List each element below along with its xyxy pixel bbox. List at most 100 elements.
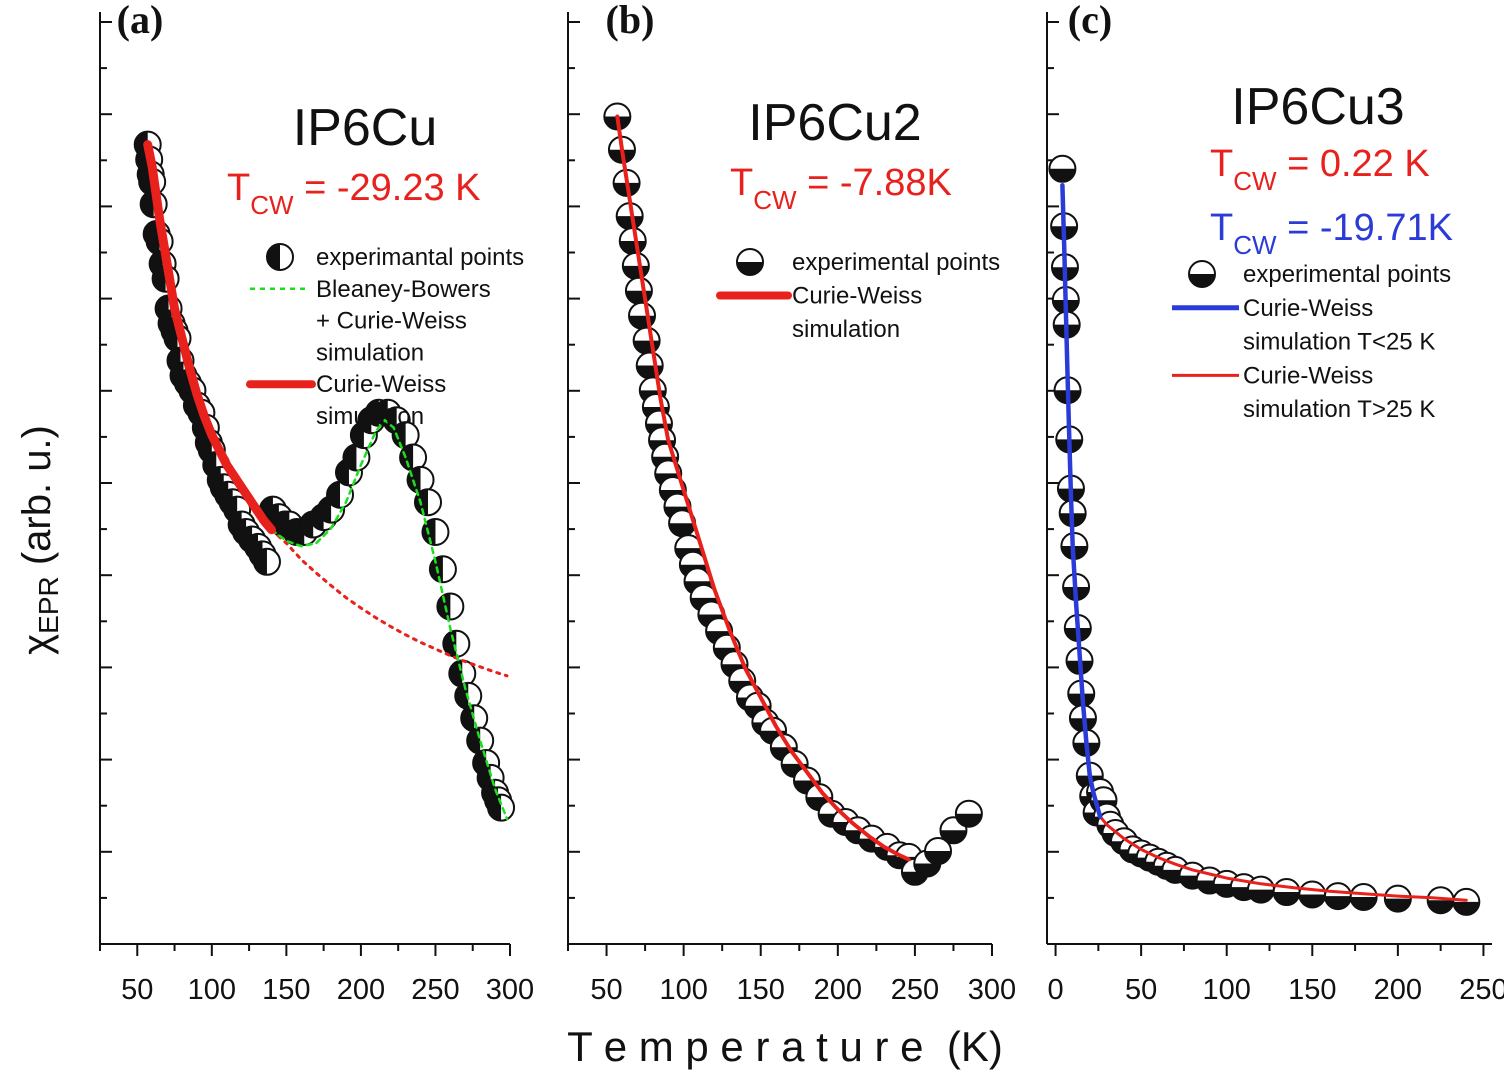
legend-label: Curie-Weiss	[792, 283, 922, 310]
data-point	[1426, 886, 1455, 915]
x-tick-label: 50	[121, 974, 153, 1006]
curie-weiss-extrapolation	[270, 528, 509, 678]
tcw-annotation: TCW = -7.88K	[730, 162, 952, 215]
legend-label: simulation	[316, 403, 424, 430]
marker-fill	[164, 325, 178, 352]
panel-letter: (c)	[1068, 0, 1112, 42]
x-tick-label: 250	[1459, 974, 1504, 1006]
marker-fill	[669, 523, 696, 537]
chart-title: IP6Cu	[293, 99, 438, 157]
panel-b: 50 100 150 200 250 300 (b) IP6Cu2 TCW = -7.88K ex…	[567, 0, 1016, 1006]
marker-fill	[925, 851, 952, 865]
x-axis-label: T e m p e r a t u r e (K)	[567, 1023, 1003, 1070]
legend-label: Bleaney-Bowers	[316, 276, 491, 303]
curie-weiss-high-curve	[1098, 815, 1468, 902]
data-point	[668, 509, 697, 538]
x-tick-label: 100	[188, 974, 236, 1006]
legend-label: simulation	[316, 339, 424, 366]
legend-label: + Curie-Weiss	[316, 308, 467, 335]
x-tick-label: 200	[1374, 974, 1422, 1006]
legend-label: Curie-Weiss	[1243, 295, 1373, 322]
tcw2-subscript: CW	[1233, 230, 1277, 260]
marker-fill	[1324, 896, 1351, 910]
data-point	[466, 726, 495, 755]
data-point	[1246, 875, 1275, 904]
tcw-value: = -29.23 K	[294, 167, 481, 209]
data-point	[1323, 882, 1352, 911]
chart-title: IP6Cu2	[748, 94, 921, 152]
legend-marker	[736, 248, 764, 276]
marker-fill	[1273, 892, 1300, 906]
panel-a: 50 100 150 200 250 300 (a) IP6Cu TCW = -29.23 K e…	[99, 0, 534, 1006]
x-tick-label: 50	[1125, 974, 1157, 1006]
data-point	[1349, 882, 1378, 911]
panel-letter: (b)	[606, 0, 655, 42]
marker-fill	[1049, 168, 1076, 182]
marker-fill	[343, 444, 357, 471]
data-point	[615, 202, 644, 231]
marker-fill	[253, 548, 267, 575]
legend-marker	[1188, 260, 1216, 288]
legend-label: experimental points	[1243, 261, 1451, 288]
tcw-symbol: T	[730, 162, 753, 204]
marker-fill	[1299, 894, 1326, 908]
x-tick-label: 200	[337, 974, 385, 1006]
data-point	[1048, 154, 1077, 183]
data-point	[391, 421, 420, 450]
chart-title: IP6Cu3	[1231, 78, 1404, 136]
marker-fill	[1350, 896, 1377, 910]
legend-marker	[266, 243, 294, 271]
data-point	[621, 251, 650, 280]
marker-fill	[633, 340, 660, 354]
tcw2-symbol: T	[1210, 207, 1233, 249]
marker-fill	[152, 265, 166, 292]
marker-fill	[1247, 889, 1274, 903]
data-point	[1062, 573, 1091, 601]
marker-fill	[622, 265, 649, 279]
marker-fill	[1189, 274, 1215, 287]
marker-fill	[625, 290, 652, 304]
marker-fill	[146, 228, 160, 255]
data-point	[1298, 880, 1327, 909]
marker-fill	[488, 794, 502, 821]
data-point	[618, 227, 647, 255]
tcw2-annotation: TCW = -19.71K	[1210, 207, 1453, 260]
tcw-annotation: TCW = 0.22 K	[1210, 143, 1430, 196]
data-point	[342, 443, 371, 472]
data-point	[252, 547, 281, 576]
y-axis-label: χEPR (arb. u.)	[15, 425, 64, 655]
data-point	[436, 592, 465, 621]
marker-fill	[619, 241, 646, 254]
marker-fill	[737, 262, 763, 275]
panel-letter: (a)	[117, 0, 164, 42]
marker-fill	[955, 813, 982, 827]
tcw-subscript: CW	[753, 185, 797, 215]
x-tick-label: 250	[891, 974, 939, 1006]
tcw-symbol: T	[227, 167, 250, 209]
marker-fill	[1384, 898, 1411, 912]
curie-weiss-curve	[143, 140, 276, 535]
x-tick-label: 150	[737, 974, 785, 1006]
legend-label: experimental points	[792, 249, 1000, 276]
marker-fill	[267, 244, 280, 270]
tcw-annotation: TCW = -29.23 K	[227, 167, 481, 220]
data-point	[635, 351, 664, 380]
data-point	[1272, 878, 1301, 907]
data-point	[628, 301, 657, 330]
x-tick-label: 250	[411, 974, 459, 1006]
data-point	[632, 326, 661, 355]
curie-weiss-low-curve	[1060, 182, 1103, 819]
marker-fill	[400, 444, 414, 471]
tcw-subscript: CW	[250, 190, 294, 220]
marker-fill	[461, 705, 475, 732]
x-tick-label: 200	[814, 974, 862, 1006]
legend-label: Curie-Weiss	[316, 371, 446, 398]
x-tick-label: 100	[659, 974, 707, 1006]
x-tick-label: 150	[1288, 974, 1336, 1006]
tcw-value: = 0.22 K	[1277, 143, 1430, 185]
tcw-value: = -7.88K	[797, 162, 952, 204]
legend-label: simulation	[792, 316, 900, 343]
tcw-symbol: T	[1210, 143, 1233, 185]
